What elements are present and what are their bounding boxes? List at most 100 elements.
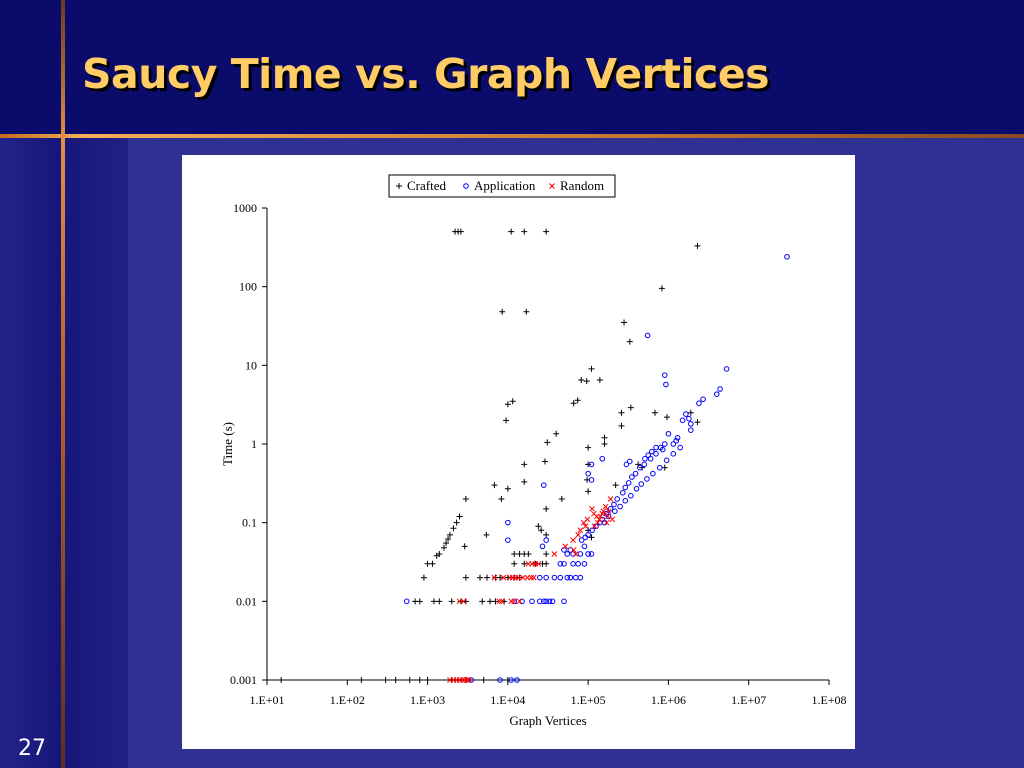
data-point (607, 496, 614, 502)
data-point (456, 513, 463, 520)
data-point (686, 415, 692, 422)
slide-number: 27 (18, 736, 46, 761)
data-point (561, 560, 567, 567)
data-point (644, 476, 650, 482)
data-point (543, 574, 549, 581)
data-point (629, 474, 635, 480)
data-point (637, 464, 643, 471)
data-point (558, 495, 565, 502)
data-point (543, 598, 549, 605)
data-point (633, 485, 640, 492)
data-point (589, 505, 595, 512)
data-point (525, 550, 532, 557)
data-point (604, 513, 611, 520)
data-point (567, 574, 574, 581)
data-point (549, 598, 556, 605)
chart-marks (278, 228, 790, 683)
data-point (581, 560, 588, 567)
data-point (453, 519, 460, 526)
data-point (521, 560, 528, 567)
data-point (521, 228, 528, 235)
data-point (544, 439, 551, 446)
data-point (543, 537, 549, 543)
data-point (553, 430, 560, 437)
data-point (611, 501, 617, 508)
data-point (717, 386, 723, 392)
data-point (588, 551, 595, 557)
data-point (546, 598, 553, 605)
data-point (496, 598, 503, 605)
data-point (520, 574, 526, 581)
data-point (511, 560, 518, 567)
data-point (588, 461, 595, 468)
data-point (632, 470, 639, 477)
data-point (538, 527, 545, 534)
data-point (670, 451, 677, 457)
data-point (480, 677, 487, 683)
x-tick-label: 1.E+05 (571, 693, 606, 707)
data-point (674, 434, 681, 441)
data-point (581, 543, 588, 550)
data-point (505, 537, 511, 543)
legend-label-crafted: Crafted (407, 178, 446, 193)
data-point (382, 677, 389, 683)
data-point (461, 677, 468, 683)
data-point (605, 508, 612, 515)
data-point (528, 574, 534, 581)
data-point (436, 550, 443, 557)
data-point (648, 448, 655, 455)
data-point (609, 516, 616, 523)
data-point (688, 427, 694, 433)
data-point (656, 464, 663, 471)
data-point (612, 482, 619, 489)
data-point (700, 396, 706, 403)
data-point (645, 452, 652, 459)
data-point (543, 560, 550, 567)
y-tick-label: 1 (251, 437, 257, 451)
data-point (557, 560, 564, 567)
data-point (653, 444, 659, 451)
data-point (582, 523, 589, 530)
data-point (505, 519, 511, 526)
data-point (539, 543, 546, 550)
data-point (651, 409, 658, 416)
data-point (588, 534, 595, 541)
data-point (599, 455, 606, 462)
data-point (436, 598, 443, 605)
x-axis-title: Graph Vertices (509, 713, 586, 728)
data-point (392, 677, 399, 683)
data-point (658, 285, 665, 292)
data-point (430, 598, 437, 605)
data-point (511, 598, 518, 605)
series-crafted (278, 228, 701, 683)
data-point (537, 574, 543, 581)
data-point (466, 677, 473, 683)
data-point (540, 482, 547, 488)
data-point (578, 537, 585, 543)
data-point (687, 409, 694, 416)
data-point (588, 477, 595, 483)
data-point (618, 422, 625, 429)
legend-marker-random (549, 183, 555, 189)
data-point (653, 451, 659, 457)
data-point (445, 535, 452, 542)
data-point (487, 598, 494, 605)
data-point (677, 444, 683, 451)
data-point (601, 434, 608, 441)
slide-title: Saucy Time vs. Graph Vertices (82, 50, 770, 98)
data-point (570, 560, 576, 567)
data-point (621, 319, 628, 326)
y-tick-label: 1000 (233, 201, 257, 215)
data-point (483, 531, 490, 538)
data-point (403, 598, 410, 605)
data-point (605, 513, 612, 520)
data-point (516, 574, 523, 581)
data-point (564, 574, 571, 581)
data-point (588, 365, 595, 372)
data-point (628, 492, 634, 499)
data-point (492, 598, 499, 605)
data-point (448, 598, 455, 605)
x-tick-label: 1.E+08 (811, 693, 846, 707)
x-tick-label: 1.E+02 (330, 693, 365, 707)
data-point (665, 430, 672, 437)
